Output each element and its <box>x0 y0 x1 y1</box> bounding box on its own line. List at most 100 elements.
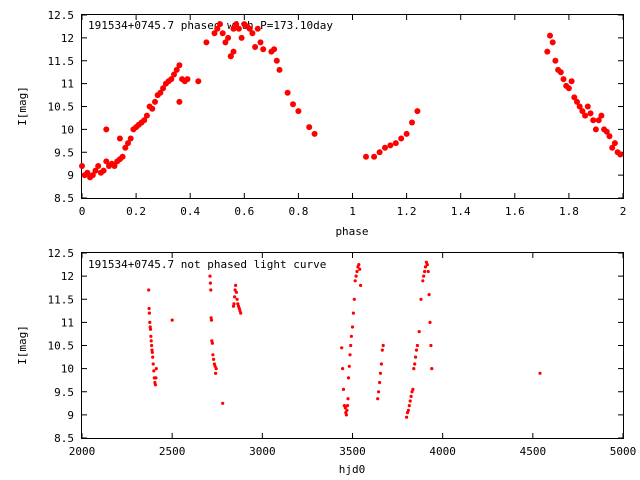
data-point <box>409 394 413 398</box>
data-point <box>350 325 355 329</box>
data-point <box>344 413 348 417</box>
data-point <box>212 357 216 361</box>
data-point <box>415 343 419 348</box>
data-point <box>574 98 580 105</box>
data-point <box>230 25 237 32</box>
data-point <box>150 350 154 354</box>
data-point <box>111 163 118 169</box>
data-point <box>227 53 234 60</box>
data-point <box>354 274 358 278</box>
data-point <box>260 46 267 53</box>
data-point <box>430 367 434 371</box>
y-tick-label: 10 <box>61 363 74 376</box>
x-axis-label: hjd0 <box>339 463 366 476</box>
data-point <box>209 318 214 322</box>
data-point <box>414 108 421 115</box>
data-point <box>222 39 229 46</box>
data-point <box>151 362 155 366</box>
y-tick-label: 9.5 <box>54 146 74 159</box>
data-point <box>154 376 158 380</box>
data-point <box>168 76 175 83</box>
data-point <box>595 117 602 124</box>
data-point <box>379 362 383 366</box>
data-point <box>125 140 131 147</box>
y-tick-label: 12 <box>61 270 74 283</box>
data-point <box>345 408 349 412</box>
data-point <box>341 367 345 371</box>
data-point <box>217 21 223 28</box>
data-point <box>345 404 350 408</box>
data-point <box>423 269 427 274</box>
x-tick-label: 2 <box>620 205 627 218</box>
data-point <box>428 320 432 324</box>
data-point <box>122 144 129 151</box>
data-point <box>568 78 575 85</box>
data-point <box>552 57 559 64</box>
data-point <box>211 30 218 37</box>
data-point <box>414 355 418 359</box>
data-point <box>579 108 586 115</box>
data-point <box>150 343 154 348</box>
data-point <box>171 71 177 78</box>
data-point <box>160 85 167 92</box>
y-tick-label: 12.5 <box>48 9 75 22</box>
y-tick-label: 12 <box>61 32 74 45</box>
data-point <box>560 76 567 83</box>
data-point <box>230 48 237 55</box>
data-point <box>79 163 85 169</box>
data-point <box>412 367 416 371</box>
data-point <box>419 297 423 301</box>
data-point <box>358 267 362 271</box>
data-point <box>582 112 589 119</box>
data-point <box>410 390 414 394</box>
data-point <box>592 126 599 133</box>
data-point <box>357 263 361 267</box>
data-point <box>359 283 363 287</box>
x-tick-label: 0.6 <box>234 205 254 218</box>
data-point <box>233 21 240 28</box>
data-point <box>378 371 383 375</box>
y-tick-label: 11.5 <box>48 55 75 68</box>
data-point <box>95 163 102 169</box>
data-point <box>119 153 126 160</box>
data-point <box>284 89 291 96</box>
data-point <box>149 339 153 343</box>
data-point <box>203 39 210 46</box>
data-point <box>382 144 388 151</box>
y-tick-label: 9.5 <box>54 386 74 399</box>
y-tick-label: 9 <box>67 169 74 182</box>
x-tick-label: 5000 <box>610 445 637 458</box>
data-point <box>421 279 425 283</box>
data-point <box>103 126 110 133</box>
data-point <box>411 387 415 391</box>
plot-frame <box>81 14 624 199</box>
data-point <box>232 302 236 306</box>
data-point <box>341 387 346 391</box>
data-point <box>225 34 232 41</box>
data-point <box>214 371 218 375</box>
data-point <box>214 367 218 371</box>
data-point <box>141 117 148 124</box>
x-tick-label: 0.2 <box>126 205 146 218</box>
data-point <box>84 169 91 176</box>
data-point <box>92 167 99 174</box>
y-tick-label: 10.5 <box>48 101 75 114</box>
plot-frame <box>81 252 624 439</box>
data-point <box>549 39 556 46</box>
data-point <box>378 380 382 385</box>
data-point <box>170 318 174 322</box>
data-point <box>252 44 259 50</box>
phased-light-curve-panel: 191534+0745.7 phased with P=173.10day ph… <box>16 9 626 238</box>
data-point <box>576 103 583 110</box>
data-point <box>127 135 134 142</box>
data-point <box>427 293 431 297</box>
data-point <box>406 408 410 412</box>
data-point <box>152 98 158 105</box>
data-point <box>392 140 399 147</box>
data-point <box>211 353 215 357</box>
data-point <box>417 330 421 334</box>
x-tick-label: 4000 <box>429 445 456 458</box>
data-point <box>173 66 180 73</box>
data-point <box>349 343 353 348</box>
data-point <box>606 133 613 140</box>
